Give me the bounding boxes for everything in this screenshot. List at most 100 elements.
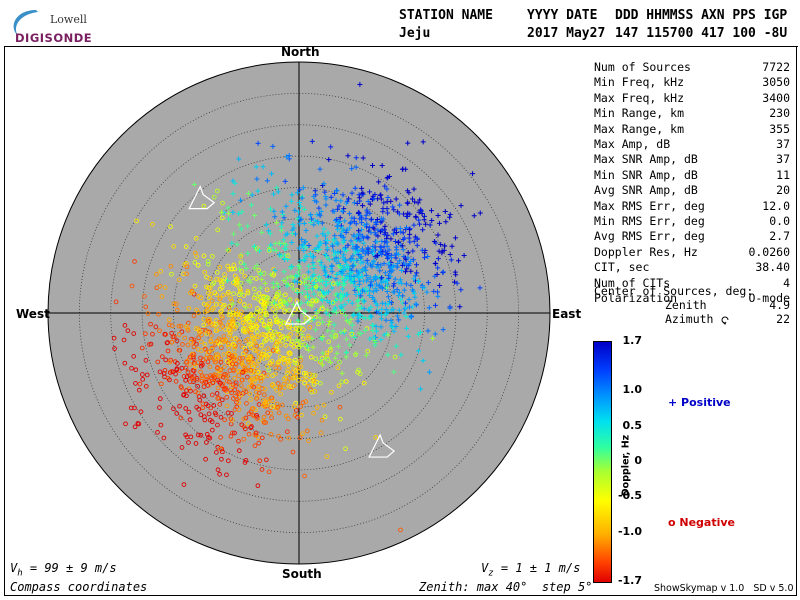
positive-source-point	[394, 287, 400, 293]
positive-source-point	[310, 260, 316, 266]
logo-swoosh-icon	[13, 10, 38, 36]
positive-source-point	[368, 304, 374, 310]
negative-source-point	[201, 322, 207, 328]
negative-source-point	[211, 280, 217, 286]
positive-source-point	[391, 328, 397, 334]
positive-source-point	[258, 285, 264, 291]
positive-source-point	[371, 258, 377, 264]
negative-source-point	[236, 438, 241, 444]
negative-source-point	[131, 354, 137, 359]
positive-source-point	[435, 232, 441, 238]
positive-source-point	[342, 328, 348, 334]
positive-source-point	[281, 278, 287, 284]
positive-source-point	[358, 260, 364, 266]
stat-value: 2.7	[769, 229, 790, 244]
positive-source-point	[238, 197, 244, 203]
negative-source-point	[211, 379, 216, 385]
positive-source-point	[320, 333, 326, 339]
negative-source-point	[193, 236, 199, 241]
positive-source-point	[324, 245, 330, 251]
positive-source-point	[299, 195, 305, 201]
positive-source-point	[322, 264, 328, 270]
negative-source-point	[245, 421, 251, 426]
negative-source-point	[205, 258, 211, 264]
positive-source-point	[290, 286, 296, 292]
negative-source-point	[254, 325, 259, 330]
positive-source-point	[373, 286, 379, 292]
negative-source-point	[232, 407, 238, 412]
positive-source-point	[326, 157, 332, 163]
negative-source-point	[219, 215, 225, 221]
negative-source-point	[217, 326, 223, 332]
negative-source-point	[122, 360, 128, 366]
positive-source-point	[456, 258, 462, 264]
positive-source-point	[338, 304, 344, 310]
negative-source-point	[125, 328, 131, 334]
positive-source-point	[310, 273, 316, 279]
positive-source-point	[377, 268, 383, 274]
negative-source-point	[217, 471, 222, 477]
negative-source-point	[202, 341, 208, 347]
positive-source-point	[325, 328, 331, 334]
positive-source-point	[449, 243, 455, 249]
positive-source-point	[303, 294, 309, 300]
negative-source-point	[132, 259, 137, 264]
negative-source-point	[282, 309, 287, 314]
positive-source-point	[360, 259, 366, 265]
negative-source-point	[176, 277, 182, 283]
stat-value: 4	[783, 275, 790, 290]
negative-source-point	[232, 273, 238, 279]
negative-source-point	[299, 412, 304, 418]
positive-source-point	[440, 327, 446, 333]
positive-source-point	[410, 196, 416, 202]
positive-source-point	[344, 318, 350, 324]
positive-source-point	[335, 206, 341, 212]
negative-source-point	[184, 264, 190, 270]
negative-source-point	[192, 260, 198, 265]
positive-source-point	[299, 236, 305, 242]
negative-source-point	[157, 405, 162, 410]
negative-source-point	[113, 299, 119, 305]
negative-source-point	[246, 359, 251, 365]
positive-source-point	[294, 290, 300, 296]
positive-source-point	[284, 275, 290, 281]
positive-source-point	[363, 286, 369, 292]
positive-source-point	[360, 233, 366, 239]
negative-source-point	[208, 291, 214, 297]
positive-source-point	[306, 282, 312, 288]
positive-source-point	[317, 315, 323, 321]
stat-label: Num of Sources	[594, 60, 691, 74]
negative-source-point	[194, 376, 200, 381]
positive-source-point	[356, 331, 362, 337]
positive-source-point	[353, 284, 359, 290]
positive-source-point	[370, 323, 376, 329]
positive-source-point	[324, 307, 330, 313]
negative-source-point	[229, 384, 234, 390]
negative-source-point	[254, 329, 260, 334]
negative-source-point	[196, 335, 201, 341]
negative-source-point	[314, 405, 320, 410]
negative-source-point	[236, 359, 242, 365]
negative-source-point	[292, 357, 298, 363]
negative-source-point	[233, 281, 239, 286]
negative-source-point	[233, 307, 239, 313]
positive-source-point	[309, 335, 315, 341]
negative-source-point	[294, 407, 299, 413]
negative-source-point	[251, 361, 256, 366]
colorbar-tick-label: -1.0	[617, 524, 642, 538]
positive-source-point	[436, 248, 442, 254]
negative-source-point	[184, 374, 190, 379]
positive-source-point	[296, 245, 302, 251]
positive-source-point	[302, 279, 308, 285]
negative-source-point	[309, 378, 314, 383]
positive-source-point	[339, 208, 345, 214]
negative-source-point	[290, 339, 295, 345]
negative-source-point	[283, 336, 289, 342]
negative-source-point	[269, 359, 275, 364]
negative-source-point	[148, 321, 153, 327]
negative-source-point	[256, 402, 262, 407]
positive-source-point	[306, 269, 312, 275]
negative-source-point	[157, 369, 163, 375]
positive-source-point	[407, 304, 413, 310]
negative-source-point	[249, 378, 255, 383]
